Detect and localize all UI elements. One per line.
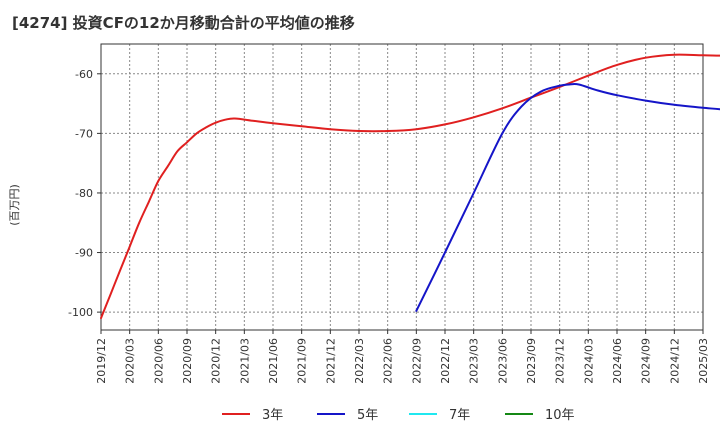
chart-title: [4274] 投資CFの12か月移動合計の平均値の推移 xyxy=(12,14,355,32)
x-tick-label: 2019/12 xyxy=(95,338,108,384)
plot-frame xyxy=(100,43,704,331)
x-tick-label: 2020/06 xyxy=(152,338,165,384)
x-tick-label: 2023/06 xyxy=(496,338,509,384)
x-tick-label: 2021/06 xyxy=(267,338,280,384)
x-tick-label: 2024/12 xyxy=(668,338,681,384)
legend-label-3年: 3年 xyxy=(262,408,283,423)
x-tick-label: 2023/09 xyxy=(525,338,538,384)
x-tick-label: 2022/09 xyxy=(410,338,423,384)
series-layer xyxy=(100,53,720,320)
y-tick-label: -80 xyxy=(75,187,93,200)
x-tick-label: 2022/12 xyxy=(439,338,452,384)
x-tick-labels: 2019/12 2020/03 2020/06 2020/09 2020/12 2021/… xyxy=(95,338,710,384)
y-tick-label: -70 xyxy=(75,127,93,140)
y-axis-label: (百万円) xyxy=(8,184,21,226)
grid-lines xyxy=(100,44,704,330)
x-tick-label: 2022/06 xyxy=(382,338,395,384)
legend-label-5年: 5年 xyxy=(357,408,378,423)
series-line-5年 xyxy=(415,83,720,312)
y-tick-label: -60 xyxy=(75,68,93,81)
x-tick-label: 2021/03 xyxy=(238,338,251,384)
x-tick-label: 2022/03 xyxy=(353,338,366,384)
x-tick-label: 2025/03 xyxy=(697,338,710,384)
series-line-3年 xyxy=(100,53,720,320)
x-tick-label: 2024/06 xyxy=(611,338,624,384)
y-tick-label: -100 xyxy=(68,306,93,319)
legend-label-10年: 10年 xyxy=(545,408,575,423)
x-tick-label: 2023/03 xyxy=(468,338,481,384)
x-tick-label: 2021/12 xyxy=(324,338,337,384)
x-tick-label: 2020/03 xyxy=(124,338,137,384)
y-tick-labels: -60 -70 -80 -90 -100 xyxy=(68,68,93,319)
axes xyxy=(97,43,704,334)
x-tick-label: 2024/03 xyxy=(582,338,595,384)
x-tick-label: 2024/09 xyxy=(640,338,653,384)
y-tick-label: -90 xyxy=(75,247,93,260)
x-tick-label: 2020/12 xyxy=(210,338,223,384)
x-tick-label: 2023/12 xyxy=(554,338,567,384)
legend-label-7年: 7年 xyxy=(449,408,470,423)
x-tick-label: 2020/09 xyxy=(181,338,194,384)
legend: 3年 5年 7年 10年 xyxy=(222,408,575,423)
x-tick-label: 2021/09 xyxy=(296,338,309,384)
